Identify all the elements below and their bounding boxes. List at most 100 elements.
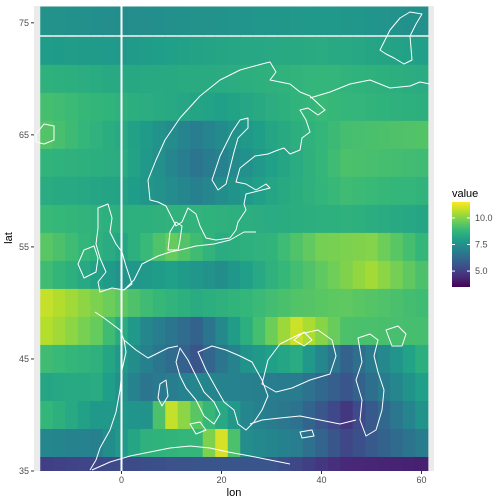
heatmap-cell bbox=[227, 344, 241, 374]
heatmap-cell bbox=[240, 456, 254, 471]
heatmap-cell bbox=[127, 428, 141, 458]
heatmap-cell bbox=[90, 204, 104, 234]
heatmap-cell bbox=[177, 120, 191, 150]
heatmap-cell bbox=[165, 36, 179, 66]
heatmap-cell bbox=[365, 204, 379, 234]
heatmap-cell bbox=[40, 176, 54, 206]
heatmap-cell bbox=[77, 232, 91, 262]
heatmap-cell bbox=[327, 316, 341, 346]
heatmap-cell bbox=[252, 36, 266, 66]
heatmap-cell bbox=[190, 316, 204, 346]
heatmap-cell bbox=[40, 260, 54, 290]
heatmap-cell bbox=[177, 92, 191, 122]
heatmap-cell bbox=[127, 148, 141, 178]
heatmap-cell bbox=[102, 36, 116, 66]
heatmap-cell bbox=[165, 316, 179, 346]
heatmap-cell bbox=[127, 400, 141, 430]
heatmap-cell bbox=[290, 344, 304, 374]
coastline-iceland bbox=[35, 123, 55, 145]
heatmap-cell bbox=[227, 148, 241, 178]
heatmap-cell bbox=[327, 6, 341, 36]
heatmap-cell bbox=[290, 6, 304, 36]
heatmap-cell bbox=[365, 372, 379, 402]
heatmap-cell bbox=[102, 428, 116, 458]
heatmap-cell bbox=[102, 400, 116, 430]
heatmap-cell bbox=[240, 36, 254, 66]
heatmap-cell bbox=[402, 260, 416, 290]
heatmap-cell bbox=[315, 176, 329, 206]
heatmap-cell bbox=[265, 344, 279, 374]
heatmap-cell bbox=[177, 232, 191, 262]
y-tick-label: 75 bbox=[19, 18, 29, 28]
heatmap-cell bbox=[302, 372, 316, 402]
heatmap-cell bbox=[127, 204, 141, 234]
heatmap-cell bbox=[215, 36, 229, 66]
heatmap-cell bbox=[415, 456, 429, 471]
heatmap-cell bbox=[377, 232, 391, 262]
heatmap-cell bbox=[102, 288, 116, 318]
heatmap-cell bbox=[327, 400, 341, 430]
heatmap-cell bbox=[52, 176, 66, 206]
heatmap-cell bbox=[402, 316, 416, 346]
heatmap-cell bbox=[327, 456, 341, 471]
heatmap-cell bbox=[365, 232, 379, 262]
heatmap-cell bbox=[340, 148, 354, 178]
heatmap-cell bbox=[402, 372, 416, 402]
heatmap-cell bbox=[215, 260, 229, 290]
heatmap-cell bbox=[377, 456, 391, 471]
heatmap-cell bbox=[252, 288, 266, 318]
heatmap-cell bbox=[177, 176, 191, 206]
heatmap-cell bbox=[77, 204, 91, 234]
heatmap-cell bbox=[202, 6, 216, 36]
coastlines bbox=[35, 11, 431, 471]
heatmap-cell bbox=[265, 456, 279, 471]
heatmap-cell bbox=[340, 232, 354, 262]
heatmap-cell bbox=[265, 260, 279, 290]
heatmap-cell bbox=[190, 148, 204, 178]
heatmap-cell bbox=[415, 64, 429, 94]
heatmap-cell bbox=[140, 36, 154, 66]
heatmap-cell bbox=[302, 6, 316, 36]
heatmap-cell bbox=[152, 204, 166, 234]
heatmap-cell bbox=[302, 92, 316, 122]
heatmap-cell bbox=[402, 204, 416, 234]
heatmap-cell bbox=[102, 232, 116, 262]
heatmap-cell bbox=[202, 260, 216, 290]
heatmap-cell bbox=[140, 6, 154, 36]
heatmap-cell bbox=[352, 400, 366, 430]
legend-tick-label: 7.5 bbox=[475, 240, 488, 250]
heatmap-cell bbox=[165, 428, 179, 458]
heatmap-cell bbox=[90, 316, 104, 346]
heatmap-cell bbox=[302, 120, 316, 150]
heatmap-cell bbox=[290, 176, 304, 206]
heatmap-cell bbox=[152, 400, 166, 430]
legend-tick-label: 10.0 bbox=[475, 213, 493, 223]
heatmap-cell bbox=[315, 344, 329, 374]
heatmap-cell bbox=[177, 6, 191, 36]
heatmap-cell bbox=[77, 36, 91, 66]
heatmap-cell bbox=[177, 288, 191, 318]
heatmap-cell bbox=[65, 428, 79, 458]
heatmap-cell bbox=[302, 148, 316, 178]
heatmap-cell bbox=[402, 344, 416, 374]
heatmap-cell bbox=[302, 64, 316, 94]
heatmap-cell bbox=[277, 148, 291, 178]
heatmap-cell bbox=[52, 6, 66, 36]
heatmap-cell bbox=[215, 456, 229, 471]
heatmap-cell bbox=[65, 36, 79, 66]
coastline-north-africa bbox=[91, 445, 291, 471]
heatmap-cell bbox=[40, 428, 54, 458]
heatmap-cell bbox=[140, 204, 154, 234]
heatmap-cell bbox=[65, 176, 79, 206]
heatmap-cell bbox=[90, 176, 104, 206]
coastline-balkans bbox=[197, 345, 269, 431]
heatmap-cell bbox=[227, 176, 241, 206]
heatmap-cell bbox=[77, 400, 91, 430]
heatmap-cell bbox=[415, 400, 429, 430]
heatmap-cell bbox=[90, 428, 104, 458]
heatmap-cell bbox=[177, 372, 191, 402]
heatmap-cell bbox=[415, 428, 429, 458]
coastline-jutland bbox=[167, 221, 183, 251]
heatmap-cell bbox=[352, 204, 366, 234]
heatmap-cell bbox=[227, 64, 241, 94]
